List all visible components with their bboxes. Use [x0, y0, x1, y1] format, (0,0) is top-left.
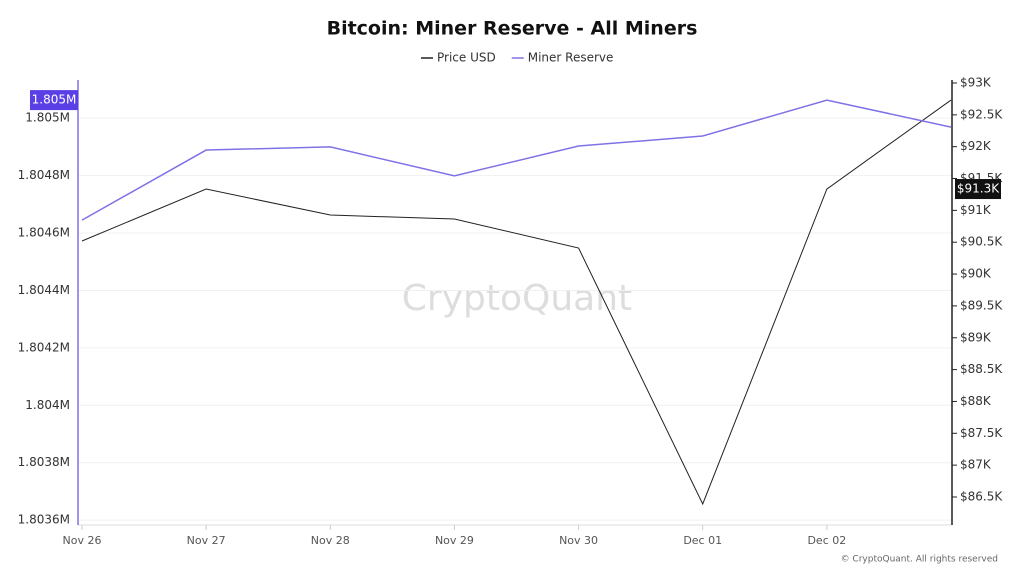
y-tick-label: 1.805M — [25, 111, 70, 125]
value-label-box — [955, 179, 1001, 200]
x-tick-label: Dec 01 — [683, 534, 722, 547]
legend-label: Price USD — [437, 51, 496, 65]
x-tick-label: Nov 29 — [435, 534, 474, 547]
y-tick-label: 1.804M — [25, 398, 70, 412]
value-label-box — [30, 90, 78, 111]
y2-tick-label: $88.5K — [960, 362, 1003, 376]
x-tick-label: Nov 28 — [311, 534, 350, 547]
y2-tick-label: $89.5K — [960, 298, 1003, 312]
y2-tick-label: $92.5K — [960, 107, 1003, 121]
y2-tick-label: $92K — [960, 139, 992, 153]
y2-tick-label: $90.5K — [960, 235, 1003, 249]
y-tick-label: 1.8038M — [18, 455, 70, 469]
y2-tick-label: $88K — [960, 394, 992, 408]
y2-tick-label: $86.5K — [960, 489, 1003, 503]
y2-tick-label: $93K — [960, 75, 992, 89]
y-tick-label: 1.8044M — [18, 283, 70, 297]
x-tick-label: Nov 30 — [559, 534, 598, 547]
value-label: 1.805M — [32, 93, 77, 107]
y2-tick-label: $91K — [960, 203, 992, 217]
legend-label: Miner Reserve — [528, 51, 614, 65]
chart-title: Bitcoin: Miner Reserve - All Miners — [327, 18, 698, 40]
y2-tick-label: $87.5K — [960, 426, 1003, 440]
y-tick-label: 1.8036M — [18, 513, 70, 527]
x-tick-label: Dec 02 — [807, 534, 846, 547]
legend: Price USD Miner Reserve — [421, 51, 613, 65]
y-tick-label: 1.8042M — [18, 340, 70, 354]
y-tick-label: 1.8046M — [18, 226, 70, 240]
y-tick-label: 1.8048M — [18, 168, 70, 182]
y2-tick-label: $89K — [960, 330, 992, 344]
x-tick-label: Nov 26 — [63, 534, 102, 547]
series-line — [81, 99, 952, 221]
y2-tick-label: $90K — [960, 267, 992, 281]
y2-tick-label: $87K — [960, 458, 992, 472]
value-label: $91.3K — [957, 182, 1000, 196]
copyright: © CryptoQuant. All rights reserved — [841, 555, 998, 565]
x-tick-label: Nov 27 — [187, 534, 226, 547]
watermark: CryptoQuant — [402, 278, 632, 319]
series-line — [81, 99, 952, 506]
